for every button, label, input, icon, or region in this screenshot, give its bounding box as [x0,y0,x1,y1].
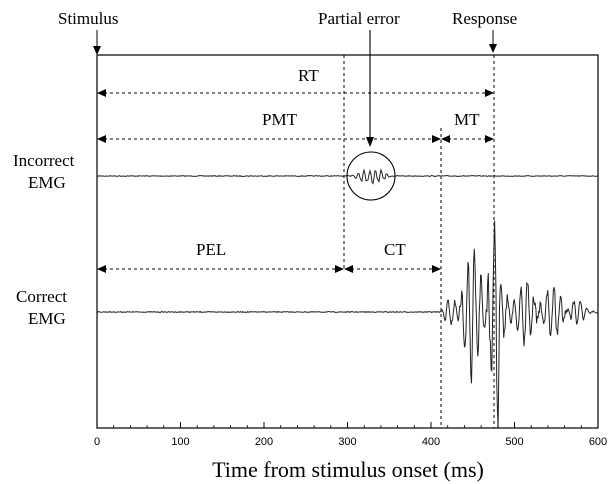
correct-emg-label-line1: Correct [16,287,67,306]
incorrect-emg-label-line1: Incorrect [13,151,75,170]
partial-error-arrow [366,30,374,147]
x-tick-label: 0 [94,436,100,448]
stimulus-label: Stimulus [58,9,118,28]
partial-error-label: Partial error [318,9,400,28]
stimulus-arrow [93,30,101,55]
response-label: Response [452,9,517,28]
response-arrow [489,30,497,53]
rt-label: RT [298,66,319,85]
ct-label: CT [384,240,406,259]
x-axis-label: Time from stimulus onset (ms) [212,457,484,482]
x-tick-label: 100 [171,436,189,448]
correct-emg-trace [96,220,598,428]
x-tick-label: 200 [255,436,273,448]
correct-emg-label-line2: EMG [28,309,66,328]
x-tick-label: 500 [505,436,523,448]
ct-interval [344,265,441,273]
pel-label: PEL [196,240,226,259]
x-tick-label: 600 [589,436,607,448]
pel-interval [97,265,344,273]
x-tick-label: 400 [422,436,440,448]
pmt-label: PMT [262,110,298,129]
plot-frame [96,54,599,429]
pmt-interval [97,135,441,143]
x-tick-label: 300 [338,436,356,448]
x-axis-ticks: 0 100 200 300 400 500 600 [94,422,607,448]
mt-label: MT [454,110,480,129]
rt-interval [97,89,494,97]
partial-error-circle [346,151,396,201]
mt-interval [441,135,494,143]
incorrect-emg-label-line2: EMG [28,173,66,192]
